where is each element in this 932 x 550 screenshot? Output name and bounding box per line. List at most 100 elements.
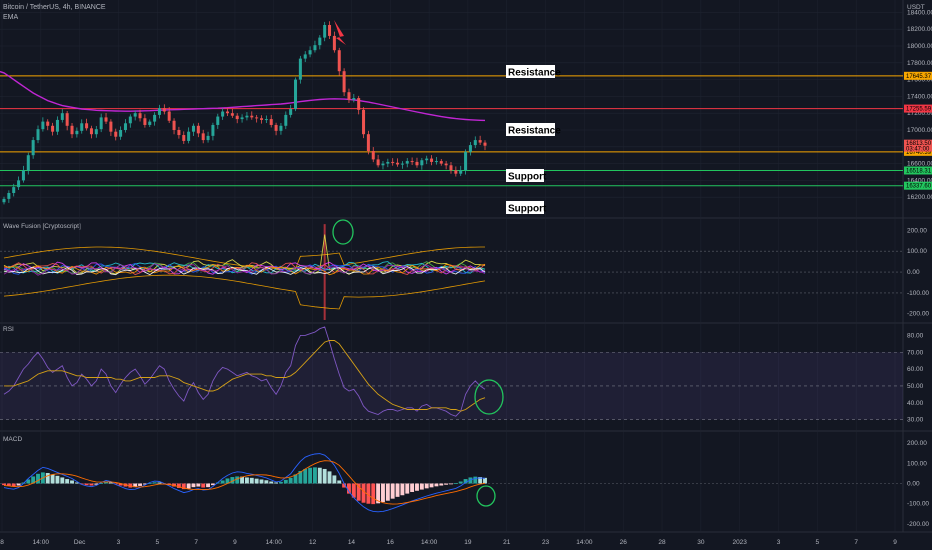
candle-body: [167, 111, 171, 121]
price-tick-label: 16200.00: [907, 194, 932, 201]
candle-body: [7, 193, 11, 199]
candle-body: [51, 125, 55, 132]
macd-histogram-bar: [390, 483, 395, 499]
candle-body: [478, 140, 482, 143]
macd-histogram-bar: [89, 483, 94, 486]
candle-body: [201, 133, 205, 141]
macd-histogram-bar: [478, 477, 483, 484]
candle-body: [323, 25, 327, 38]
macd-histogram-bar: [99, 483, 104, 484]
candle-body: [294, 79, 298, 109]
rsi-tick-label: 40.00: [907, 400, 924, 407]
macd-histogram-bar: [206, 483, 211, 488]
wave-oscillator-line: [3, 262, 486, 276]
candle-body: [274, 124, 278, 131]
support-label-1: Support: [506, 169, 547, 183]
wave-tick-label: -200.00: [907, 311, 929, 318]
candle-body: [366, 134, 370, 151]
macd-histogram-bar: [84, 483, 89, 486]
time-tick-label: 14:00: [576, 539, 593, 546]
candle-body: [123, 123, 127, 130]
macd-histogram-bar: [483, 477, 487, 484]
macd-histogram-bar: [274, 482, 279, 484]
macd-histogram-bar: [449, 483, 453, 485]
candle-body: [114, 131, 118, 137]
candle-body: [225, 111, 230, 114]
macd-histogram-bar: [361, 483, 366, 503]
candle-body: [347, 92, 351, 100]
time-tick-label: 7: [194, 539, 198, 546]
level-price-text: 16337.60: [906, 184, 932, 190]
macd-histogram-bar: [36, 473, 40, 484]
candle-body: [434, 161, 438, 163]
macd-histogram-bar: [415, 483, 419, 491]
macd-histogram-bar: [317, 467, 322, 484]
candle-body: [85, 123, 89, 129]
candle-body: [376, 159, 380, 166]
current-price-text: 16813.50: [906, 141, 932, 147]
rsi-tick-label: 80.00: [907, 332, 924, 339]
time-tick-label: 8: [0, 539, 4, 546]
wave-oscillator-line: [3, 266, 486, 276]
macd-histogram-bar: [191, 483, 196, 488]
macd-tick-label: 100.00: [907, 460, 927, 467]
candle-body: [454, 170, 458, 174]
macd-signal-line: [3, 460, 486, 505]
candle-body: [182, 135, 186, 141]
macd-histogram-bar: [356, 483, 361, 501]
macd-histogram-bar: [11, 483, 16, 487]
level-price-tag: [904, 104, 932, 113]
candle-body: [425, 158, 429, 161]
candle-body: [75, 130, 79, 135]
macd-histogram-bar: [50, 474, 55, 484]
candle-body: [473, 140, 477, 146]
macd-histogram-bar: [240, 476, 245, 484]
macd-histogram-bar: [201, 483, 206, 488]
macd-histogram-bar: [366, 483, 371, 504]
macd-histogram-bar: [385, 483, 390, 501]
macd-histogram-bar: [176, 483, 181, 488]
wave-oscillator-line: [3, 274, 486, 310]
ema-line: [0, 70, 486, 122]
macd-histogram-bar: [308, 467, 313, 484]
candle-body: [235, 115, 239, 120]
candle-body: [55, 119, 59, 132]
candle-body: [386, 161, 390, 164]
macd-histogram-bar: [424, 483, 429, 489]
svg-text:Resistance: Resistance: [508, 126, 561, 137]
candle-body: [279, 125, 283, 131]
candle-body: [420, 160, 424, 166]
candle-body: [400, 163, 404, 165]
candle-body: [289, 109, 293, 115]
wave-tick-label: 100.00: [907, 248, 927, 255]
svg-text:Support: Support: [508, 204, 547, 215]
candle-body: [138, 113, 142, 119]
wave-tick-label: -100.00: [907, 290, 929, 297]
macd-histogram-bar: [381, 483, 385, 503]
symbol-title: Bitcoin / TetherUS, 4h, BINANCE: [3, 4, 106, 11]
macd-histogram-bar: [332, 475, 337, 484]
macd-histogram-bar: [293, 474, 298, 484]
candle-body: [444, 163, 448, 166]
candle-body: [483, 142, 487, 146]
candle-body: [187, 131, 191, 141]
time-tick-label: 12: [309, 539, 317, 546]
macd-histogram-bar: [327, 471, 332, 484]
candle-body: [177, 130, 181, 136]
candle-body: [259, 118, 264, 120]
time-tick-label: 14:00: [266, 539, 283, 546]
time-tick-label: 9: [893, 539, 897, 546]
rsi-tick-label: 50.00: [907, 383, 924, 390]
wave-oscillator-line: [3, 263, 486, 276]
macd-histogram-bar: [55, 475, 60, 484]
candle-body: [221, 111, 225, 117]
candle-body: [211, 124, 215, 136]
macd-histogram-bar: [347, 483, 351, 494]
candle-body: [172, 120, 176, 130]
candle-body: [230, 113, 234, 116]
level-price-tag: [904, 166, 932, 175]
candle-body: [162, 108, 166, 112]
macd-histogram-bar: [186, 483, 191, 489]
